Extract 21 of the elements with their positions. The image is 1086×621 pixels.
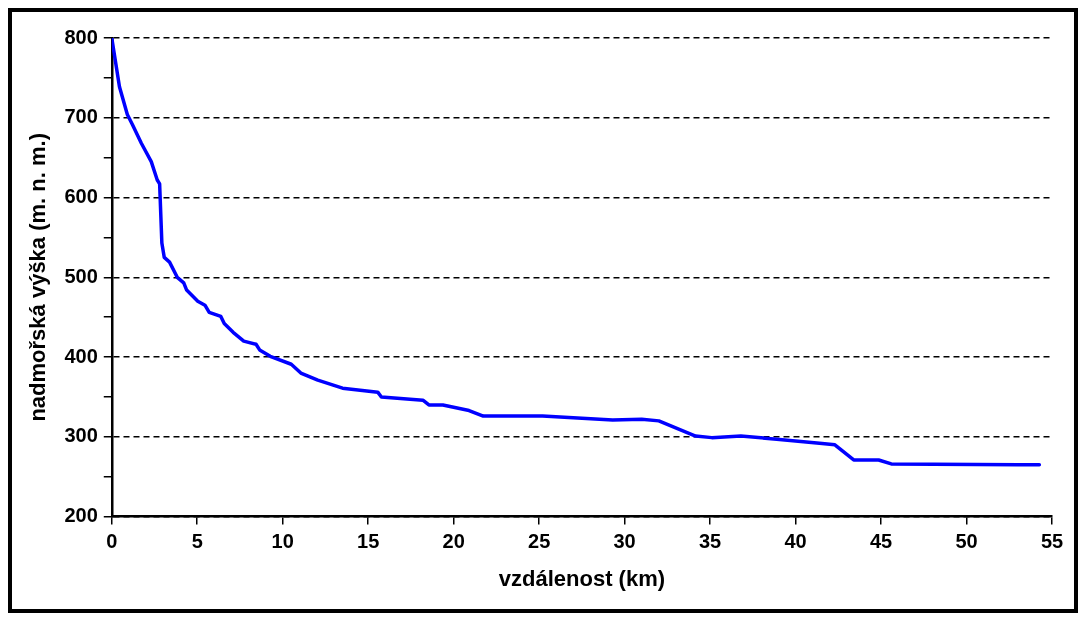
y-tick-label: 400 <box>64 344 98 367</box>
x-tick-label: 10 <box>271 530 294 553</box>
x-tick-label: 15 <box>357 530 380 553</box>
x-axis-title: vzdálenost (km) <box>498 565 666 591</box>
x-tick-label: 50 <box>955 530 978 553</box>
y-tick-label: 800 <box>64 25 98 48</box>
y-tick-label: 600 <box>64 185 98 208</box>
y-tick-label: 300 <box>64 424 98 447</box>
y-tick-label: 200 <box>64 504 98 527</box>
x-tick-label: 25 <box>528 530 551 553</box>
y-axis-title: nadmořská výška (m. n. m.) <box>25 133 51 422</box>
x-tick-label: 45 <box>869 530 893 553</box>
x-tick-label: 20 <box>442 530 465 553</box>
y-tick-label: 700 <box>64 105 98 128</box>
x-tick-label: 40 <box>784 530 807 553</box>
x-tick-label: 30 <box>613 530 636 553</box>
x-tick-label: 55 <box>1040 530 1064 553</box>
x-tick-label: 5 <box>191 530 203 553</box>
y-tick-label: 500 <box>64 264 98 287</box>
x-tick-label: 0 <box>106 530 118 553</box>
x-tick-label: 35 <box>698 530 722 553</box>
